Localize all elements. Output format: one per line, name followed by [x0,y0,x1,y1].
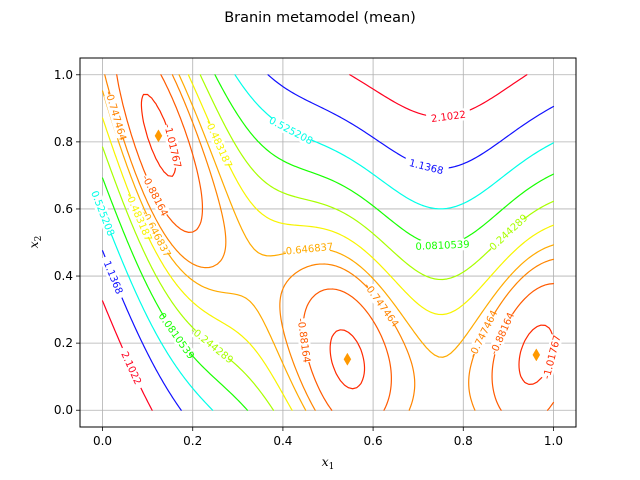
contour-label: 0.0810539 [415,240,470,253]
x-tick-label: 1.0 [544,434,563,448]
contour-label: 1.1368 [101,259,125,296]
contour-label: -1.01767 [542,334,564,380]
x-tick-label: 0.6 [364,434,383,448]
contour-label-bg [420,238,465,253]
y-tick-label: 0.0 [54,403,73,417]
contour-label-bg [540,334,563,380]
plot-frame [79,57,577,428]
contour-label: -0.244289 [485,213,530,256]
contour-label-bg [467,311,499,357]
contour-label-bg [403,155,450,178]
chart-title: Branin metamodel (mean) [224,10,416,26]
contour-label-bg [124,194,154,240]
contour-label-bg [116,345,147,391]
contour-label: -1.01767 [161,123,182,169]
x-tick-label: 0.2 [183,434,202,448]
contour-label-bg [89,190,117,236]
y-axis-label: x2 [26,236,44,249]
contour-label-bg [191,326,233,364]
contour-label-bg [268,114,314,147]
contour-label: 2.1022 [118,350,143,386]
contour-label-bg [104,92,129,139]
y-tick-label: 0.4 [54,269,73,283]
y-tick-label: 1.0 [54,68,73,82]
y-tick-label: 0.6 [54,202,73,216]
minimum-marker [532,348,541,362]
contour-label-bg [139,173,171,218]
contour-label: -0.88164 [295,318,312,364]
contour-label: 0.525208 [267,115,314,147]
x-tick-label: 0.0 [93,434,112,448]
contour-label-bg [140,211,172,257]
x-axis-label: x1 [322,454,335,472]
y-axis-ticks: 0.0 0.2 0.4 0.6 0.8 1.0 [54,68,80,417]
contour-label: 0.525208 [88,189,116,237]
contour-label-bg [158,314,195,358]
contour-label-bg [204,121,234,167]
contour-line [116,74,555,411]
contour-label-bg [99,254,128,300]
contour-label: 0.0810539 [156,311,196,361]
contour-label-bg [295,317,314,364]
contour-label: -0.747464 [102,90,127,142]
minima-markers [154,129,541,366]
x-axis-ticks: 0.0 0.2 0.4 0.6 0.8 1.0 [93,427,563,448]
x-tick-label: 0.4 [273,434,292,448]
contour-label-bg [425,107,471,126]
contour-label-bg [285,240,331,258]
contour-label-bg [363,283,400,327]
contour-label: -0.646837 [282,242,334,258]
contour-label-bg [487,310,517,356]
minimum-marker [343,352,352,366]
contour-label-bg [486,214,528,253]
contour-label: 2.1022 [430,110,466,125]
y-tick-label: 0.8 [54,135,73,149]
contour-label-bg [161,123,184,169]
minimum-marker [154,129,163,143]
x-tick-label: 0.8 [454,434,473,448]
contour-label: -0.244289 [188,326,235,367]
y-tick-label: 0.2 [54,336,73,350]
